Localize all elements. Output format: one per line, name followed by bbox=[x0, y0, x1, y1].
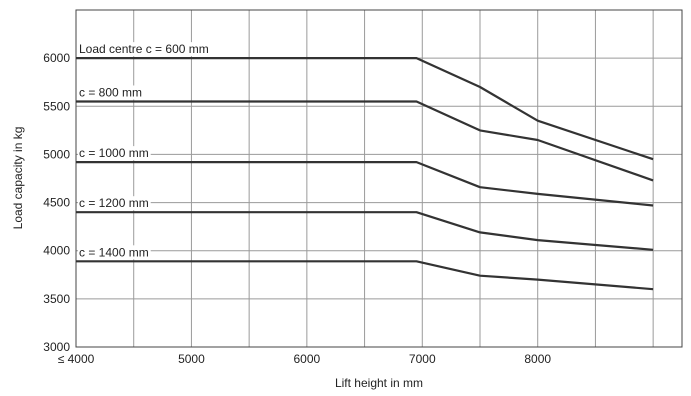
series-label-background bbox=[78, 146, 151, 161]
series-label-background bbox=[78, 245, 151, 260]
series-label-2: c = 800 mm bbox=[79, 85, 142, 99]
y-tick-label: 3000 bbox=[43, 340, 70, 354]
y-tick-label: 3500 bbox=[43, 292, 70, 306]
y-axis-title: Load capacity in kg bbox=[11, 127, 25, 230]
x-tick-label: 6000 bbox=[294, 352, 321, 366]
series-line-4 bbox=[76, 211, 654, 251]
y-tick-label: 6000 bbox=[43, 51, 70, 65]
x-axis-title: Lift height in mm bbox=[335, 376, 423, 390]
series-label-1: Load centre c = 600 mm bbox=[79, 42, 209, 56]
y-tick-label: 5000 bbox=[43, 147, 70, 161]
series-label-background bbox=[78, 85, 145, 100]
plot-frame bbox=[75, 9, 683, 348]
series-label-background bbox=[78, 42, 211, 57]
series-line-1 bbox=[76, 57, 654, 161]
series-labels: Load centre c = 600 mm c = 800 mm c = 1000… bbox=[78, 42, 211, 260]
series-line-2 bbox=[76, 100, 654, 182]
y-tick-label: 4500 bbox=[43, 196, 70, 210]
series-line-5 bbox=[76, 260, 654, 291]
y-axis-ticks: 3000 3500 4000 4500 5000 5500 6000 bbox=[43, 51, 70, 354]
x-tick-label: ≤ 4000 bbox=[58, 352, 95, 366]
x-axis-ticks: ≤ 4000 5000 6000 7000 8000 bbox=[58, 352, 552, 366]
series-label-background bbox=[78, 196, 151, 211]
series-label-4: c = 1200 mm bbox=[79, 196, 149, 210]
grid bbox=[75, 10, 682, 348]
y-tick-label: 5500 bbox=[43, 99, 70, 113]
x-tick-label: 5000 bbox=[178, 352, 205, 366]
series-label-5: c = 1400 mm bbox=[79, 245, 149, 259]
series-lines bbox=[76, 57, 654, 291]
x-tick-label: 7000 bbox=[409, 352, 436, 366]
x-tick-label: 8000 bbox=[524, 352, 551, 366]
series-label-3: c = 1000 mm bbox=[79, 146, 149, 160]
y-tick-label: 4000 bbox=[43, 244, 70, 258]
series-line-3 bbox=[76, 161, 654, 207]
